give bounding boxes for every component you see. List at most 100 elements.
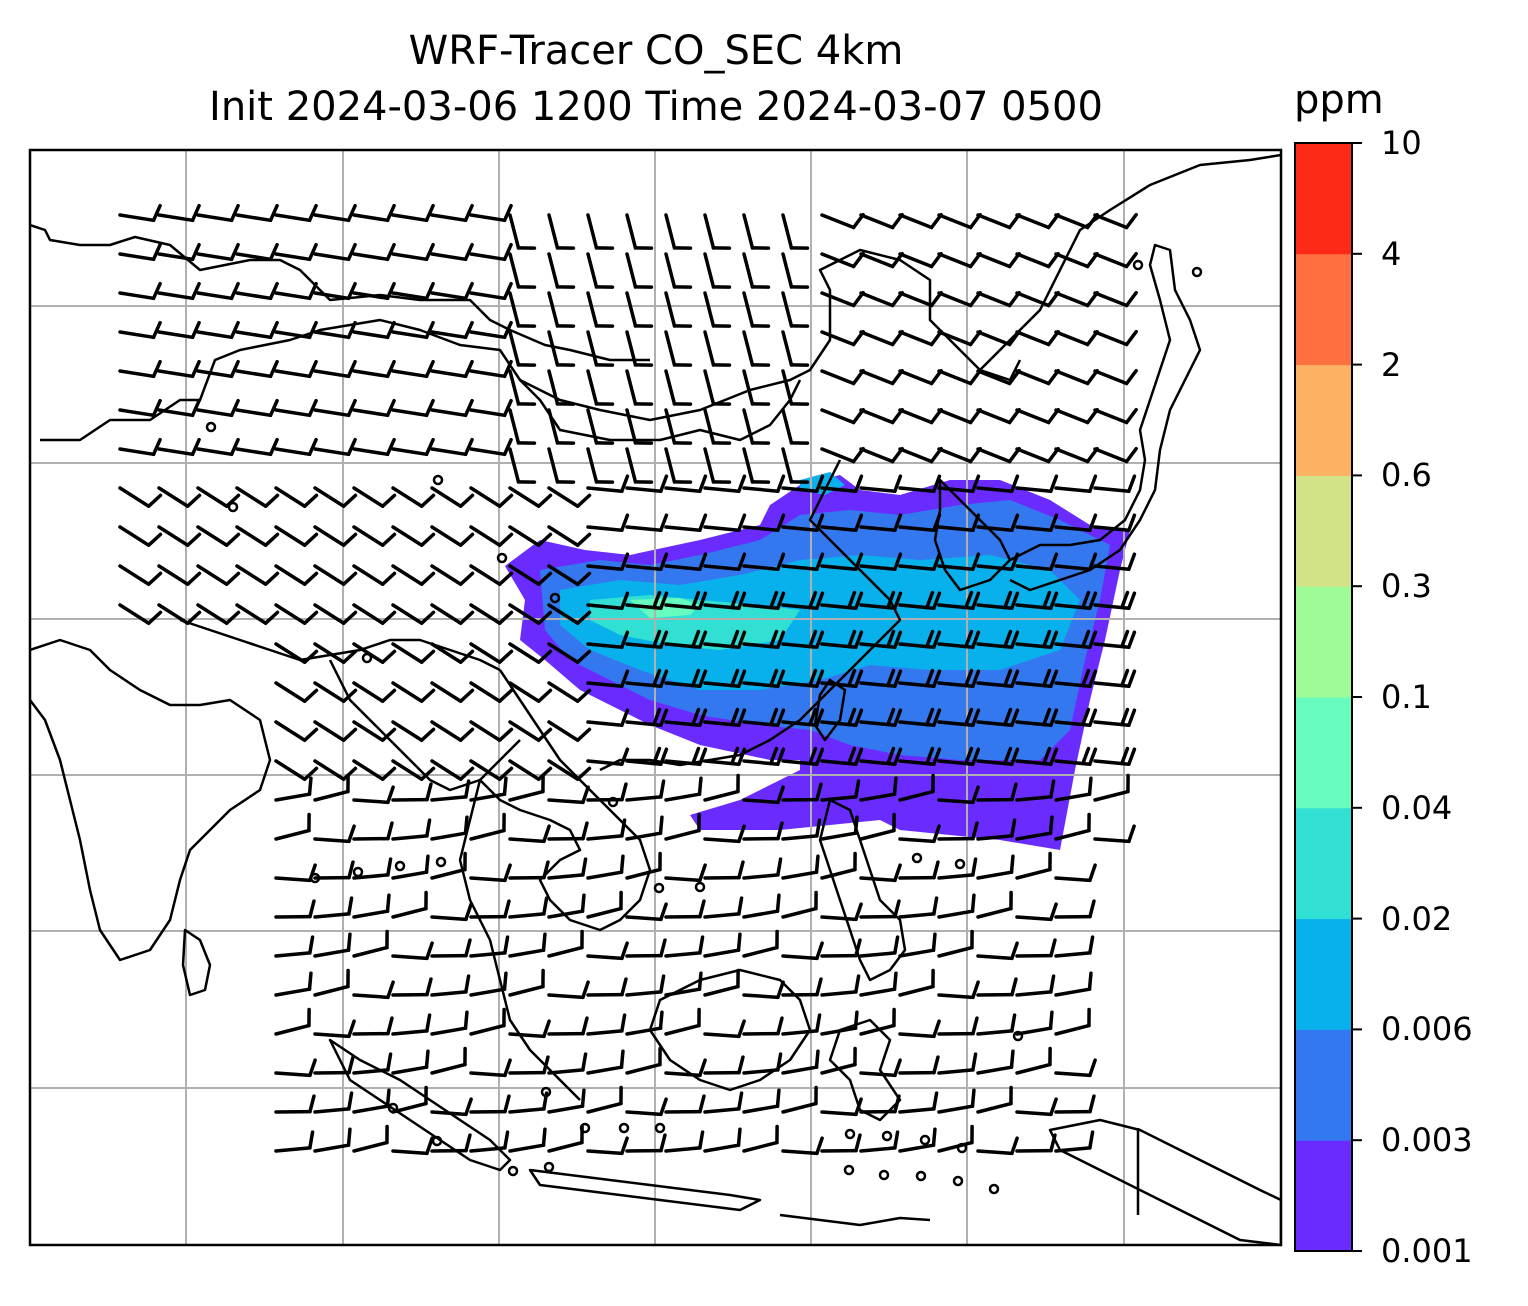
wind-barb bbox=[391, 1085, 428, 1114]
wind-barb bbox=[703, 1091, 744, 1114]
wind-barb bbox=[937, 474, 981, 493]
wind-barb bbox=[1015, 938, 1057, 958]
wind-barb bbox=[781, 1013, 822, 1036]
wind-barb bbox=[352, 929, 389, 958]
wind-barb bbox=[391, 1049, 430, 1075]
wind-barb bbox=[1054, 1130, 1095, 1153]
wind-barb bbox=[469, 359, 513, 379]
wind-barb bbox=[820, 815, 859, 841]
wind-barb bbox=[274, 1058, 317, 1078]
wind-barb bbox=[430, 938, 472, 958]
wind-barb bbox=[391, 1136, 434, 1156]
wind-barb bbox=[976, 707, 1020, 727]
wind-barb bbox=[664, 746, 708, 766]
wind-barb bbox=[781, 552, 825, 571]
wind-barb-calm bbox=[1012, 1030, 1024, 1042]
wind-barb bbox=[898, 773, 935, 802]
wind-barb bbox=[703, 513, 747, 532]
wind-barb bbox=[508, 369, 537, 406]
tracer-band-0.04 bbox=[630, 598, 700, 618]
wind-barb bbox=[1093, 474, 1137, 493]
wind-barb bbox=[157, 398, 201, 418]
wind-barb-calm bbox=[653, 882, 665, 894]
wind-barb bbox=[1093, 407, 1138, 425]
wind-barb bbox=[1015, 707, 1059, 727]
wind-barb bbox=[625, 474, 669, 493]
wind-barb bbox=[313, 720, 358, 742]
wind-barb bbox=[781, 707, 825, 727]
wind-barb bbox=[352, 320, 396, 340]
wind-barb bbox=[820, 1046, 857, 1075]
wind-barb-calm bbox=[361, 652, 373, 664]
wind-barb bbox=[157, 281, 201, 301]
wind-barb bbox=[313, 824, 356, 844]
wind-barb bbox=[1015, 590, 1059, 610]
wind-barb bbox=[1093, 707, 1137, 727]
wind-barb bbox=[664, 707, 708, 727]
wind-barb bbox=[313, 860, 355, 880]
wind-barb bbox=[430, 720, 475, 742]
wind-barb bbox=[157, 203, 201, 223]
wind-barb bbox=[430, 1133, 472, 1153]
wind-barb bbox=[391, 359, 435, 379]
wind-barb bbox=[664, 899, 706, 919]
wind-barb bbox=[586, 890, 623, 919]
wind-barb bbox=[118, 564, 163, 586]
wind-barb bbox=[274, 1130, 315, 1153]
wind-barb bbox=[703, 369, 732, 406]
wind-barb bbox=[820, 668, 864, 688]
wind-barb bbox=[391, 759, 436, 781]
wind-barb bbox=[352, 1052, 393, 1075]
wind-barb bbox=[547, 785, 590, 805]
wind-barb bbox=[937, 590, 981, 610]
wind-barb bbox=[859, 812, 896, 841]
wind-barb bbox=[547, 821, 589, 841]
wind-barb bbox=[820, 851, 857, 880]
wind-barb-calm bbox=[352, 866, 364, 878]
wind-barb bbox=[586, 552, 630, 571]
wind-barb bbox=[313, 681, 358, 703]
wind-barb bbox=[430, 320, 474, 340]
wind-barb bbox=[976, 1013, 1017, 1036]
wind-barb-calm bbox=[540, 1086, 552, 1098]
wind-barb bbox=[859, 707, 903, 727]
wind-barb bbox=[547, 213, 576, 250]
wind-barb bbox=[898, 824, 941, 844]
map-gridlines bbox=[30, 150, 1281, 1245]
wind-barb bbox=[664, 291, 693, 328]
wind-barb bbox=[781, 941, 824, 961]
wind-barb bbox=[547, 681, 592, 703]
wind-barb bbox=[664, 1007, 701, 1036]
wind-barb bbox=[391, 854, 430, 880]
wind-barb bbox=[157, 359, 201, 379]
wind-barb bbox=[469, 935, 510, 958]
wind-barb bbox=[508, 681, 553, 703]
china-north-border bbox=[40, 318, 802, 442]
wind-barb bbox=[157, 320, 201, 340]
wind-barb bbox=[391, 603, 436, 625]
wind-barb-calm bbox=[579, 1122, 591, 1134]
wind-barb bbox=[547, 1016, 589, 1036]
wind-barb bbox=[469, 564, 514, 586]
wind-barb bbox=[859, 899, 901, 919]
wind-barb bbox=[352, 681, 397, 703]
wind-barb bbox=[196, 603, 241, 625]
wind-barb bbox=[469, 776, 508, 802]
wind-barb bbox=[430, 398, 474, 418]
wind-barb bbox=[586, 854, 625, 880]
wind-barb bbox=[547, 759, 592, 781]
wind-barb bbox=[430, 779, 471, 802]
wind-barb bbox=[313, 242, 357, 262]
wind-barb bbox=[1015, 902, 1058, 922]
wind-barb bbox=[859, 1094, 901, 1114]
wind-barb bbox=[781, 369, 810, 406]
wind-barb bbox=[508, 720, 553, 742]
wind-barb bbox=[820, 1010, 859, 1036]
wind-barb-calm bbox=[956, 1142, 968, 1154]
wind-barb bbox=[820, 513, 864, 532]
wind-barb bbox=[820, 552, 864, 571]
wind-barb bbox=[820, 629, 864, 649]
wind-barb bbox=[391, 818, 432, 841]
wind-barb bbox=[820, 590, 864, 610]
wind-barb bbox=[625, 629, 669, 649]
